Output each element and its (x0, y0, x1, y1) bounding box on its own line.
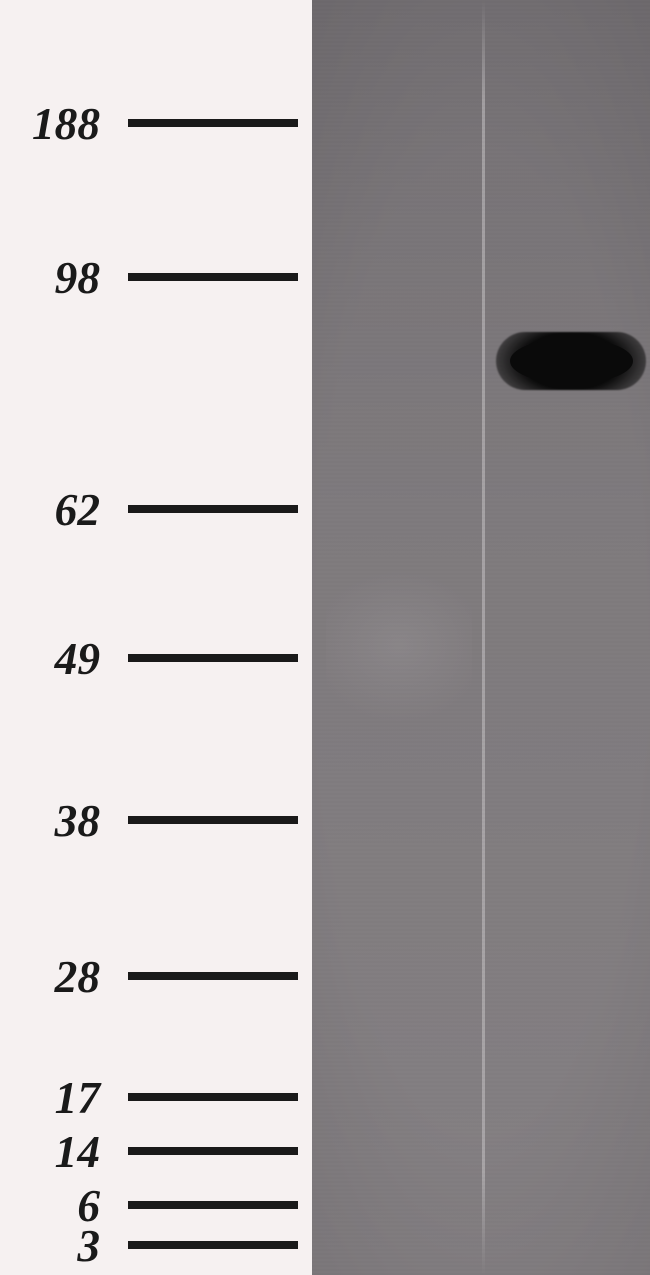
marker-tick (128, 1201, 298, 1209)
protein-band-core (510, 340, 633, 382)
marker-label: 188 (0, 98, 100, 150)
marker-tick (128, 972, 298, 980)
marker-label: 98 (0, 252, 100, 304)
marker-tick (128, 816, 298, 824)
marker-label: 17 (0, 1072, 100, 1124)
marker-label: 62 (0, 484, 100, 536)
marker-tick (128, 273, 298, 281)
lane-divider (482, 0, 485, 1275)
marker-tick (128, 1147, 298, 1155)
marker-tick (128, 654, 298, 662)
marker-tick (128, 1241, 298, 1249)
marker-tick (128, 119, 298, 127)
marker-label: 14 (0, 1126, 100, 1178)
marker-label: 3 (0, 1220, 100, 1272)
faint-smudge (326, 560, 472, 730)
marker-tick (128, 1093, 298, 1101)
blot-panel (312, 0, 650, 1275)
marker-label: 49 (0, 633, 100, 685)
western-blot-figure: 1889862493828171463 (0, 0, 650, 1275)
marker-tick (128, 505, 298, 513)
marker-label: 28 (0, 951, 100, 1003)
marker-label: 38 (0, 795, 100, 847)
